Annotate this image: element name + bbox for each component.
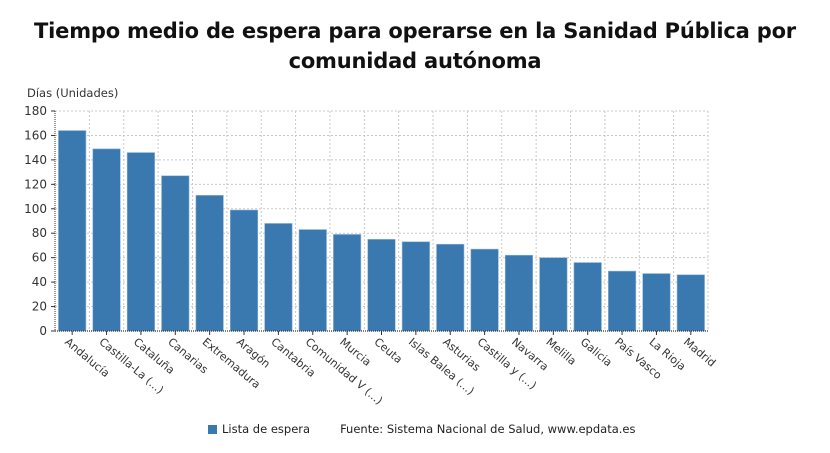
bar-2 [126,152,155,332]
bar-11 [436,243,465,332]
x-tick-label: Castilla y (...) [475,335,539,392]
bar-6 [264,223,293,332]
y-tick-label: 20 [32,300,47,314]
chart-title-line2: comunidad autónoma [288,49,542,73]
y-tick-label: 120 [24,177,47,191]
bar-13 [504,254,534,332]
y-tick-label: 80 [32,226,47,240]
legend: Lista de espera Fuente: Sistema Nacional… [208,422,635,436]
bar-1 [92,148,121,332]
chart-title: Tiempo medio de espera para operarse en … [0,16,830,76]
bar-7 [298,229,327,332]
source-note: Fuente: Sistema Nacional de Salud, www.e… [340,422,636,436]
x-tick-label: Galicia [578,335,615,369]
bar-9 [367,239,396,332]
y-tick-label: 160 [24,128,47,142]
bar-8 [333,234,362,332]
y-tick-label: 40 [32,275,47,289]
bar-16 [608,270,637,332]
bar-5 [229,209,259,332]
y-axis-label: Días (Unidades) [27,86,119,100]
x-tick-label: Ceuta [372,335,405,366]
chart-title-line1: Tiempo medio de espera para operarse en … [34,19,796,43]
y-tick-label: 100 [24,202,47,216]
bar-0 [58,130,87,332]
bar-10 [401,241,430,332]
legend-label[interactable]: Lista de espera [222,422,311,436]
bar-17 [642,273,671,332]
bar-14 [539,257,568,332]
y-tick-label: 0 [39,324,47,338]
y-tick-label: 60 [32,251,47,265]
bar-12 [470,248,499,332]
bar-18 [676,274,705,332]
y-tick-label: 140 [24,153,47,167]
bar-15 [573,262,602,332]
bar-4 [195,195,224,332]
legend-swatch [208,424,217,434]
bar-3 [161,175,190,332]
y-tick-label: 180 [24,104,47,118]
